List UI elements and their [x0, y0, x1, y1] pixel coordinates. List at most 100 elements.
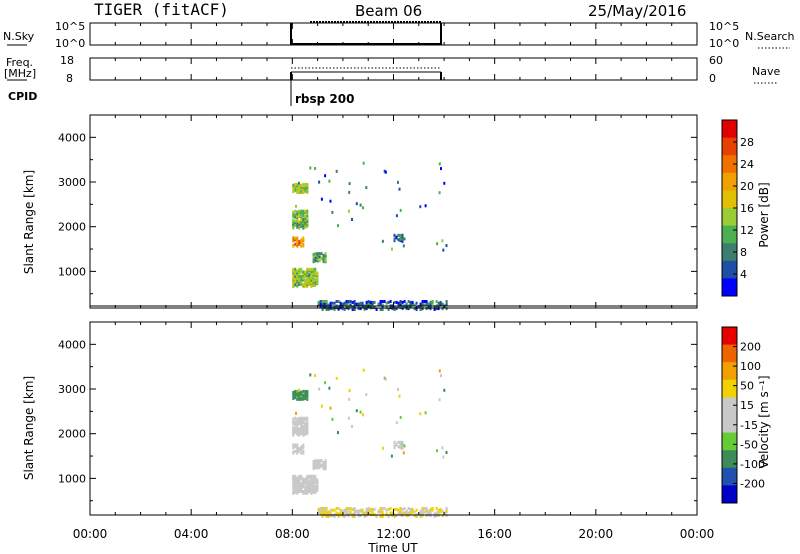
colorbar-tick-label: 16	[740, 202, 754, 215]
velocity-cell	[296, 421, 299, 425]
power-cell	[308, 278, 311, 282]
power-cell	[296, 283, 299, 287]
colorbar-tick-label: 12	[740, 224, 754, 237]
velocity-cell	[415, 515, 418, 518]
colorbar-tick-label: -200	[740, 477, 765, 490]
velocity-cell	[398, 394, 401, 398]
velocity-cell	[304, 428, 307, 432]
power-cell	[399, 237, 402, 241]
velocity-cell	[359, 410, 362, 414]
power-cell	[294, 280, 297, 284]
power-cell	[445, 244, 448, 248]
power-cell	[361, 301, 364, 305]
power-cell	[292, 236, 295, 240]
velocity-cell	[300, 481, 303, 485]
power-cell	[302, 213, 305, 217]
power-cell	[300, 267, 303, 271]
velocity-cell	[302, 420, 305, 424]
power-cell	[312, 258, 315, 262]
velocity-cell	[435, 514, 438, 518]
power-cell	[292, 187, 295, 191]
velocity-cell	[296, 446, 299, 450]
velocity-cell	[349, 510, 352, 514]
time-x-axis: 00:00 04:00 08:00 12:00 16:00 20:00 00:00	[73, 23, 714, 541]
velocity-cell	[362, 368, 365, 372]
velocity-cell	[310, 491, 313, 495]
power-cell	[302, 219, 305, 223]
power-cell	[310, 281, 313, 285]
velocity-cell	[302, 389, 305, 393]
power-cell	[357, 302, 360, 306]
velocity-cell	[296, 431, 299, 434]
freq-tick-top: 18	[60, 54, 74, 67]
colorbar-segment	[722, 190, 737, 209]
velocity-cell	[309, 373, 312, 377]
velocity-cell	[393, 440, 396, 444]
power-cell	[296, 279, 299, 283]
power-cell	[403, 300, 406, 303]
velocity-cell	[331, 417, 334, 421]
velocity-cell	[322, 460, 325, 464]
power-cell	[304, 284, 307, 288]
power-cell	[331, 307, 334, 311]
velocity-cell	[399, 415, 402, 419]
xaxis-label: Time UT	[367, 541, 418, 554]
power-cell	[363, 308, 366, 311]
power-cell	[298, 274, 301, 278]
colorbar-segment	[722, 415, 737, 434]
velocity-cell	[437, 508, 440, 512]
velocity-cell	[409, 510, 412, 514]
velocity-cell	[355, 409, 358, 413]
velocity-cell	[353, 510, 356, 514]
power-cell	[398, 187, 401, 191]
power-cell	[365, 303, 368, 307]
power-cell	[359, 307, 362, 311]
power-cell	[393, 300, 396, 304]
power-cell	[431, 301, 434, 305]
power-cell	[300, 274, 303, 278]
power-cell	[292, 274, 295, 277]
power-cell	[435, 300, 438, 303]
power-cell	[314, 282, 317, 286]
power-cell	[323, 305, 326, 309]
power-cell	[401, 233, 404, 237]
colorbar-tick-label: 24	[740, 158, 754, 171]
velocity-cell	[433, 512, 436, 516]
colorbar-segment	[722, 397, 737, 416]
power-cell	[379, 303, 382, 307]
velocity-cell	[343, 515, 346, 518]
velocity-cell	[429, 512, 432, 516]
velocity-cell	[445, 451, 448, 455]
power-cell	[292, 267, 295, 271]
freq-strip: Freq. [MHz] 18 8 60 0 Nave	[4, 54, 780, 85]
velocity-cell	[296, 481, 299, 484]
power-cell	[395, 235, 398, 239]
power-cell	[306, 267, 309, 271]
power-cell	[304, 221, 307, 225]
power-cell	[306, 217, 309, 221]
velocity-cell	[419, 514, 422, 518]
velocity-cell	[298, 478, 301, 482]
velocity-cell	[441, 509, 444, 513]
power-cell	[312, 272, 315, 276]
power-cell	[302, 182, 305, 186]
colorbar-tick-label: 200	[740, 341, 761, 354]
velocity-cell	[425, 507, 428, 510]
velocity-cell	[304, 487, 307, 491]
velocity-cell	[306, 479, 309, 483]
velocity-panel: 4000 3000 2000 1000 Slant Range [km] 200 100…	[22, 321, 771, 518]
power-cell	[345, 300, 348, 303]
velocity-cell	[325, 507, 328, 510]
power-cell	[385, 301, 388, 305]
power-cell	[306, 186, 309, 190]
velocity-cell	[443, 388, 446, 392]
velocity-cell	[308, 485, 311, 489]
velocity-cell	[431, 508, 434, 512]
velocity-cell	[312, 460, 315, 463]
velocity-cell	[347, 507, 350, 510]
velocity-cell	[304, 425, 307, 429]
velocity-cell	[324, 459, 327, 463]
velocity-cell	[316, 459, 319, 463]
velocity-cell	[419, 509, 422, 513]
power-cell	[329, 301, 332, 305]
